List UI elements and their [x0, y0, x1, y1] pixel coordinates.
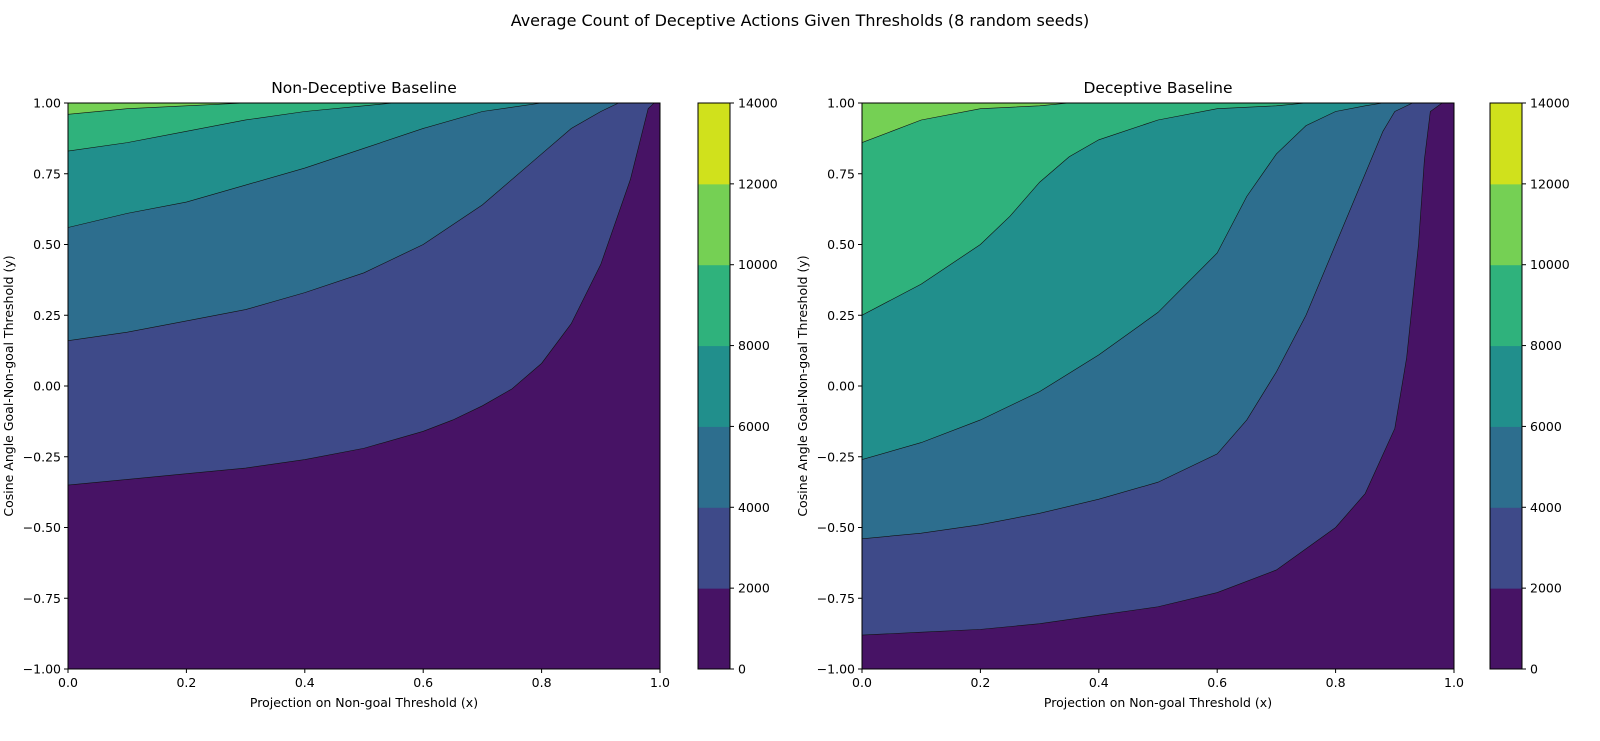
- colorbar-band: [1490, 103, 1522, 185]
- colorbar-band: [698, 103, 730, 185]
- colorbar-tick-label: 12000: [738, 176, 778, 191]
- figure-suptitle: Average Count of Deceptive Actions Given…: [511, 11, 1090, 30]
- colorbar-frame: [697, 102, 731, 670]
- left-panel: Non-Deceptive Baseline 0.0 0.2 0.4 0.6 0.8 1.0…: [1, 79, 778, 710]
- colorbar-tick-label: 4000: [738, 500, 770, 515]
- colorbar-tick-label: 10000: [738, 257, 778, 272]
- colorbar-band: [698, 345, 730, 427]
- contour-line-10000: [862, 103, 1070, 143]
- colorbar-band: [698, 507, 730, 589]
- colorbar-band: [1490, 588, 1522, 670]
- y-tick-label: 0.25: [827, 308, 855, 323]
- colorbar-band: [1490, 507, 1522, 589]
- right-panel: Deceptive Baseline 0.0 0.2 0.4 0.6 0.8 1.0 −1.0…: [795, 79, 1570, 710]
- colorbar-band: [698, 426, 730, 508]
- y-tick-label: −1.00: [817, 662, 855, 677]
- colorbar-tick-label: 0: [1530, 662, 1538, 677]
- panel-title: Deceptive Baseline: [1083, 79, 1232, 97]
- contour-band-level-8000: [862, 103, 1306, 316]
- contour-line-8000: [68, 103, 394, 152]
- x-tick-label: 0.4: [295, 675, 315, 690]
- y-tick-label: −0.25: [23, 449, 61, 464]
- y-tick-label: −0.50: [817, 520, 855, 535]
- colorbar: 0 2000 4000 6000 8000 10000 12000 14000: [697, 96, 778, 677]
- colorbar-band: [698, 264, 730, 347]
- colorbar-band: [1490, 345, 1522, 427]
- x-tick-label: 0.6: [413, 675, 433, 690]
- panel-title: Non-Deceptive Baseline: [271, 79, 457, 97]
- contour-band-level-10000: [68, 103, 246, 115]
- colorbar-band: [1490, 183, 1522, 266]
- contour-line-10000: [68, 103, 246, 115]
- colorbar-tick-label: 4000: [1530, 500, 1562, 515]
- colorbar-band: [698, 183, 730, 266]
- y-tick-label: 0.00: [33, 379, 61, 394]
- y-axis-label: Cosine Angle Goal-Non-goal Threshold (y): [795, 255, 810, 516]
- colorbar-tick-label: 2000: [1530, 581, 1562, 596]
- y-tick-label: 0.25: [33, 308, 61, 323]
- y-tick-label: −1.00: [23, 662, 61, 677]
- colorbar-band: [698, 588, 730, 670]
- x-tick-label: 0.4: [1089, 675, 1109, 690]
- colorbar-band: [1490, 426, 1522, 508]
- colorbar-tick-label: 12000: [1530, 176, 1570, 191]
- y-axis-label: Cosine Angle Goal-Non-goal Threshold (y): [1, 255, 16, 516]
- contour-fills: [68, 103, 660, 669]
- contour-line-2000: [68, 103, 655, 486]
- y-tick-label: 0.75: [827, 166, 855, 181]
- x-axis-label: Projection on Non-goal Threshold (x): [1044, 695, 1272, 710]
- contour-line-8000: [862, 103, 1307, 316]
- x-tick-label: 1.0: [650, 675, 670, 690]
- colorbar-frame: [1489, 102, 1523, 670]
- y-tick-label: 0.50: [827, 237, 855, 252]
- contour-line-6000: [68, 103, 542, 228]
- colorbar-tick-label: 6000: [738, 419, 770, 434]
- colorbar-tick-label: 10000: [1530, 257, 1570, 272]
- colorbar-tick-label: 2000: [738, 581, 770, 596]
- contour-fills: [862, 103, 1454, 669]
- y-tick-label: 1.00: [827, 96, 855, 111]
- contour-band-level-8000: [68, 103, 394, 152]
- x-tick-label: 1.0: [1444, 675, 1464, 690]
- colorbar-tick-label: 0: [738, 662, 746, 677]
- contour-line-2000: [862, 103, 1443, 636]
- contour-line-4000: [68, 103, 619, 342]
- x-tick-label: 0.8: [532, 675, 552, 690]
- x-tick-label: 0.8: [1326, 675, 1346, 690]
- y-tick-label: −0.75: [23, 591, 61, 606]
- contour-line-4000: [862, 103, 1413, 540]
- x-tick-label: 0.2: [970, 675, 990, 690]
- y-tick-label: 0.50: [33, 237, 61, 252]
- x-tick-label: 0.0: [852, 675, 872, 690]
- colorbar-tick-label: 14000: [1530, 96, 1570, 111]
- colorbar-band: [1490, 264, 1522, 347]
- contour-band-level-10000: [862, 103, 1070, 143]
- y-tick-label: −0.25: [817, 449, 855, 464]
- colorbar-tick-label: 8000: [1530, 338, 1562, 353]
- y-tick-label: −0.75: [817, 591, 855, 606]
- y-tick-label: 0.00: [827, 379, 855, 394]
- colorbar-tick-label: 8000: [738, 338, 770, 353]
- x-axis-label: Projection on Non-goal Threshold (x): [250, 695, 478, 710]
- x-tick-label: 0.0: [58, 675, 78, 690]
- colorbar-tick-label: 6000: [1530, 419, 1562, 434]
- y-tick-label: 0.75: [33, 166, 61, 181]
- contour-line-6000: [862, 103, 1384, 460]
- contour-band-level-6000: [68, 103, 542, 228]
- y-tick-label: 1.00: [33, 96, 61, 111]
- y-tick-label: −0.50: [23, 520, 61, 535]
- colorbar-tick-label: 14000: [738, 96, 778, 111]
- x-tick-label: 0.2: [176, 675, 196, 690]
- colorbar: 0 2000 4000 6000 8000 10000 12000 14000: [1489, 96, 1570, 677]
- x-tick-label: 0.6: [1207, 675, 1227, 690]
